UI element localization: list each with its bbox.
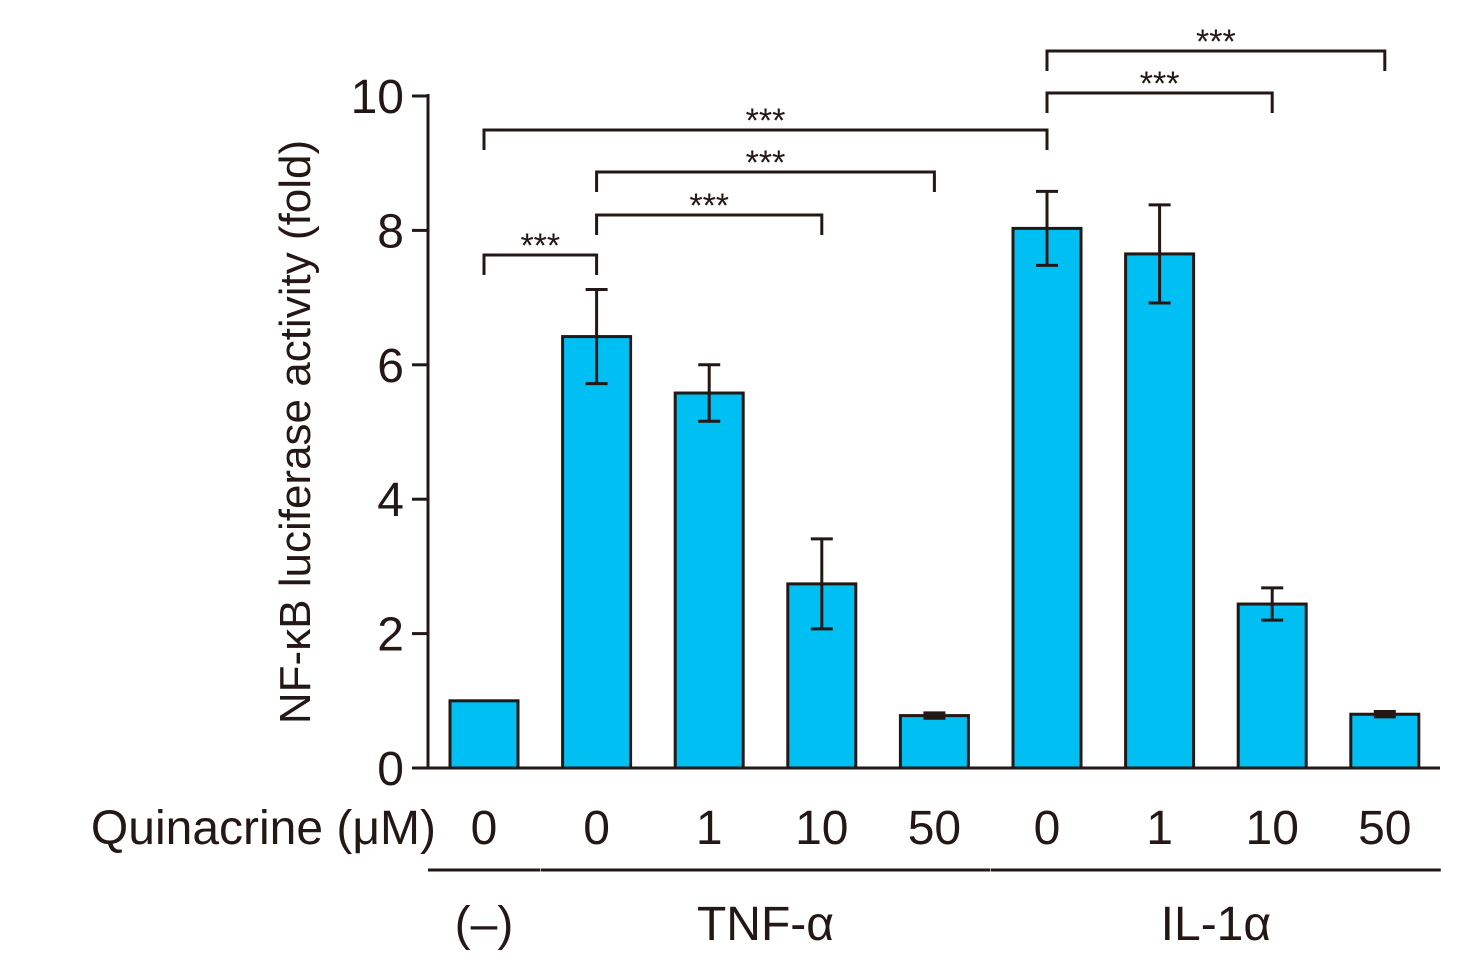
significance-label: *** [689, 187, 729, 225]
significance-bracket [1045, 49, 1387, 71]
significance-bracket [482, 128, 1049, 150]
significance-label: *** [746, 144, 786, 182]
significance-bracket [595, 170, 936, 192]
x-tick-label: 0 [471, 802, 498, 855]
group-label: TNF-α [697, 898, 834, 951]
bar [1124, 252, 1196, 770]
treatment-groups: (–) TNF-α IL-1α [428, 868, 1441, 951]
group-label: (–) [455, 898, 514, 951]
significance-bracket [482, 253, 599, 275]
x-tick-label: 1 [696, 802, 723, 855]
bar [1236, 602, 1308, 770]
y-tick-label: 10 [351, 71, 404, 124]
y-axis-label: NF-κB luciferase activity (fold) [271, 140, 320, 724]
significance-label: *** [1140, 65, 1180, 103]
bar [673, 391, 745, 770]
y-tick-label: 6 [377, 340, 404, 393]
significance-bracket [1045, 91, 1274, 113]
significance-brackets: *** *** *** *** *** *** [482, 23, 1387, 275]
y-tick-label: 4 [377, 474, 404, 527]
y-tick-label: 2 [377, 609, 404, 662]
error-bars [585, 189, 1396, 720]
x-axis: 0 0 1 10 50 0 1 10 50 [428, 766, 1440, 855]
y-tick-label: 8 [377, 205, 404, 258]
significance-label: *** [520, 227, 560, 265]
x-tick-label: 50 [908, 802, 961, 855]
bar [1011, 226, 1083, 770]
x-tick-label: 50 [1358, 802, 1411, 855]
bar [561, 335, 633, 770]
x-tick-label: 10 [1246, 802, 1299, 855]
significance-label: *** [1196, 23, 1236, 61]
y-tick-label: 0 [377, 743, 404, 796]
group-label: IL-1α [1161, 898, 1271, 951]
x-tick-label: 1 [1146, 802, 1173, 855]
quinacrine-row-label: Quinacrine (μM) [91, 802, 436, 855]
bar [898, 714, 970, 770]
y-axis: 0 2 4 6 8 10 [351, 71, 430, 796]
x-tick-label: 0 [583, 802, 610, 855]
bar [1349, 712, 1421, 770]
x-tick-label: 0 [1034, 802, 1061, 855]
significance-label: *** [746, 102, 786, 140]
significance-bracket [595, 213, 824, 235]
x-tick-label: 10 [795, 802, 848, 855]
bar [448, 699, 520, 770]
